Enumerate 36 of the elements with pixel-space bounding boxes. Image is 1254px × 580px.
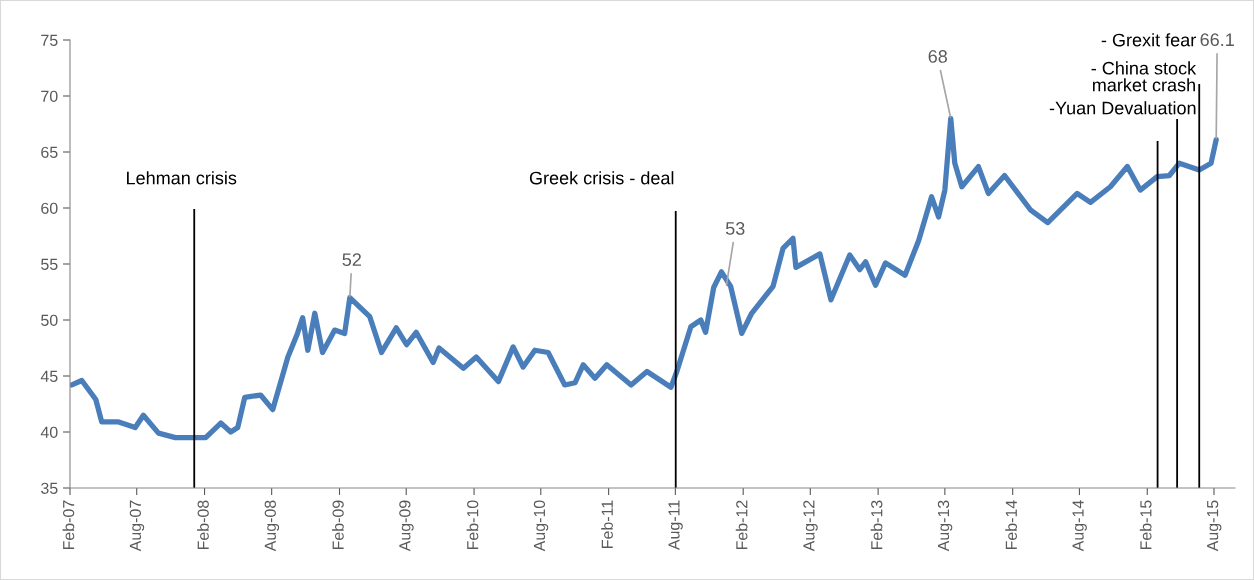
x-tick-label: Feb-10 (466, 500, 479, 550)
ref-line-label: - Grexit fear (1101, 33, 1196, 47)
annotation: 68 (928, 50, 948, 63)
x-tick-label: Aug-08 (264, 500, 280, 552)
ref-line-label: Greek crisis - deal (529, 171, 674, 185)
x-tick-label: Aug-10 (533, 500, 549, 552)
annotation: 52 (342, 253, 361, 267)
annotation: 53 (725, 222, 745, 235)
ref-line-label: Lehman crisis (127, 171, 237, 185)
x-tick-label: Aug-09 (399, 500, 414, 552)
ref-line-label: -Yuan Devaluation (1049, 101, 1196, 115)
x-tick-label: Feb-12 (735, 500, 748, 550)
x-tick-label: Feb-09 (332, 500, 344, 550)
y-tick-label: 55 (41, 258, 58, 270)
x-tick-label: Feb-07 (62, 500, 75, 550)
x-tick-label: Aug-11 (668, 500, 683, 551)
annotation: 66.1 (1200, 33, 1234, 47)
y-tick-label: 60 (41, 202, 58, 214)
x-tick-label: Feb-15 (1139, 500, 1152, 550)
x-tick-label: Feb-08 (197, 500, 209, 550)
y-tick-label: 65 (41, 146, 58, 158)
x-tick-label: Feb-13 (870, 500, 883, 550)
x-tick-label: Aug-07 (129, 500, 145, 552)
x-tick-label: Feb-11 (601, 500, 613, 548)
y-tick-label: 40 (40, 426, 58, 438)
x-tick-label: Aug-12 (803, 500, 818, 552)
y-tick-label: 70 (41, 90, 58, 102)
y-tick-label: 50 (41, 314, 58, 326)
ref-line-label: - China stock market crash (1091, 61, 1197, 92)
x-tick-label: Aug-13 (937, 500, 953, 552)
x-tick-label: Aug-15 (1207, 500, 1222, 552)
y-tick-label: 45 (40, 370, 58, 382)
x-tick-label: Feb-14 (1005, 500, 1017, 550)
y-tick-label: 75 (41, 34, 58, 46)
x-tick-label: Aug-14 (1072, 500, 1087, 552)
y-tick-label: 35 (41, 482, 58, 494)
